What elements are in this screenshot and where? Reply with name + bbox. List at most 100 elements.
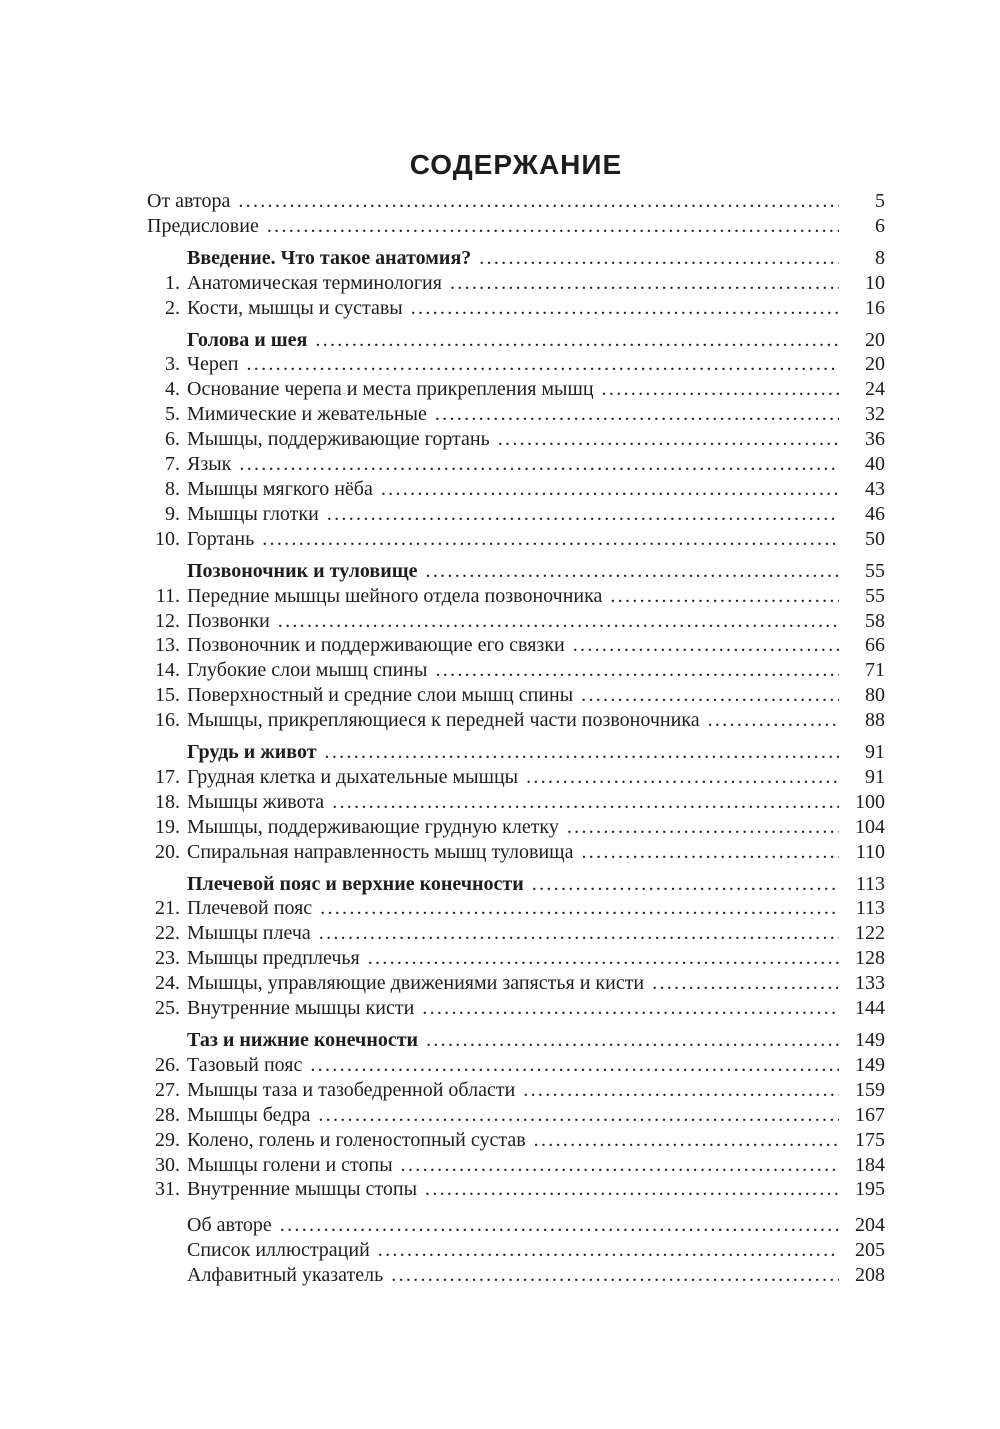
toc-entry-label: Голова и шея [187,328,308,351]
dot-leader [239,452,839,477]
toc-entry-number: 1. [165,271,180,294]
toc-entry-number: 12. [155,609,180,632]
toc-row: Плечевой пояс и верхние конечности 113 [147,872,885,897]
toc-row: 23. Мышцы предплечья 128 [147,946,885,971]
toc-entry-page: 16 [865,296,885,319]
dot-leader [479,246,839,271]
dot-leader [581,840,839,865]
toc-entry-label: Основание черепа и места прикрепления мы… [187,378,594,401]
toc-entry-page: 10 [865,271,885,294]
toc-entry-page: 24 [865,378,885,401]
toc-entry-label: Мышцы, поддерживающие грудную клетку [187,815,559,838]
toc-entry-label: Введение. Что такое анатомия? [187,246,472,269]
toc-entry-label: Внутренние мышцы стопы [187,1178,418,1201]
dot-leader [246,352,839,377]
toc-row: 27. Мышцы таза и тазобедренной области 159 [147,1078,885,1103]
dot-leader [378,1238,839,1263]
toc-row: 1. Анатомическая терминология 10 [147,271,885,296]
toc-entry-label: Анатомическая терминология [187,271,442,294]
dot-leader [332,790,839,815]
toc-entry-page: 122 [855,922,885,945]
toc-entry-page: 113 [855,872,885,895]
toc-entry-page: 91 [865,741,885,764]
toc-entry-page: 5 [875,190,885,212]
toc-entry-page: 100 [855,790,885,813]
toc-row: Позвоночник и туловище 55 [147,559,885,584]
toc-row: 18. Мышцы живота 100 [147,790,885,815]
dot-leader [652,971,839,996]
toc-entry-page: 195 [855,1178,885,1201]
toc-entry-label: Глубокие слои мышц спины [187,659,428,682]
dot-leader [573,633,839,658]
toc-entry-label: Гортань [187,527,255,550]
toc-row: 2. Кости, мышцы и суставы 16 [147,296,885,321]
toc-entry-label: Передние мышцы шейного отдела позвоночни… [187,584,603,607]
dot-leader [368,946,839,971]
toc-entry-label: Грудная клетка и дыхательные мышцы [187,765,519,788]
toc-row: Введение. Что такое анатомия? 8 [147,246,885,271]
toc-row: 29. Колено, голень и голеностопный сустав… [147,1128,885,1153]
toc-entry-number: 20. [155,840,180,863]
dot-leader [278,609,839,634]
toc-row: Алфавитный указатель 208 [147,1263,885,1288]
toc-entry-page: 128 [855,947,885,970]
toc-row: 16. Мышцы, прикрепляющиеся к передней час… [147,708,885,733]
toc-row: Предисловие 6 [147,214,885,239]
toc-entry-label: Колено, голень и голеностопный сустав [187,1128,526,1151]
toc-entry-label: Мышцы, управляющие движениями запястья и… [187,972,645,995]
dot-leader [534,1128,839,1153]
dot-leader [238,189,839,214]
toc-entry-number: 3. [165,353,180,376]
toc-entry-label: Плечевой пояс [187,897,313,920]
dot-leader [318,1103,839,1128]
dot-leader [319,921,839,946]
dot-leader [581,683,839,708]
toc-entry-number: 10. [155,527,180,550]
toc-entry-number: 31. [155,1178,180,1201]
toc-entry-number: 16. [155,709,180,732]
dot-leader [708,708,839,733]
dot-leader [325,740,839,765]
toc-entry-label: Об авторе [187,1214,272,1237]
dot-leader [610,584,839,609]
toc-entry-number: 14. [155,659,180,682]
dot-leader [280,1213,839,1238]
toc-row: 11. Передние мышцы шейного отдела позвоно… [147,584,885,609]
toc-entry-label: Тазовый пояс [187,1053,303,1076]
toc-entry-page: 208 [855,1264,885,1287]
toc-row: 13. Позвоночник и поддерживающие его связ… [147,633,885,658]
toc-entry-page: 32 [865,403,885,426]
toc-entry-label: Позвонки [187,609,270,632]
toc-entry-label: Позвоночник и туловище [187,559,418,582]
toc-entry-number: 19. [155,815,180,838]
toc-entry-number: 24. [155,972,180,995]
toc-entry-page: 149 [855,1029,885,1051]
toc-entry-page: 36 [865,428,885,451]
toc-entry-number: 28. [155,1103,180,1126]
toc-entry-label: Мышцы глотки [187,502,319,525]
toc-entry-label: Мимические и жевательные [187,403,427,426]
toc-entry-number: 5. [165,403,180,426]
toc-row: Об авторе 204 [147,1213,885,1238]
toc-row: 17. Грудная клетка и дыхательные мышцы 91 [147,765,885,790]
toc-row: 31. Внутренние мышцы стопы 195 [147,1177,885,1202]
toc-entry-number: 29. [155,1128,180,1151]
toc-entry-label: Мышцы плеча [187,922,311,945]
toc-entry-label: Позвоночник и поддерживающие его связки [187,634,565,657]
toc-entry-number: 27. [155,1078,180,1101]
toc-entry-page: 205 [855,1239,885,1262]
dot-leader [310,1053,839,1078]
dot-leader [426,559,839,584]
dot-leader [602,377,839,402]
toc-entry-label: Череп [187,353,239,376]
toc-entry-label: Предисловие [147,214,259,237]
toc-entry-label: Кости, мышцы и суставы [187,296,403,319]
dot-leader [526,765,839,790]
toc-entry-page: 184 [855,1153,885,1176]
toc-entry-label: Мышцы живота [187,790,325,813]
toc-entry-number: 8. [165,477,180,500]
toc-entry-page: 20 [865,353,885,376]
toc-entry-page: 55 [865,559,885,582]
toc-row: 28. Мышцы бедра 167 [147,1103,885,1128]
